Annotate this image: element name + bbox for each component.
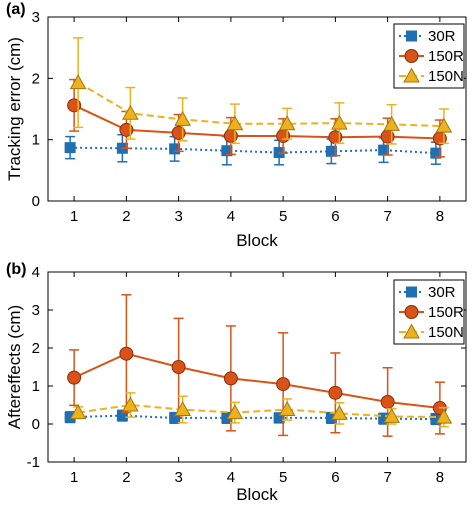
data-point — [226, 404, 244, 420]
legend: 30R 150R 150N — [393, 23, 465, 89]
legend-label: 150R — [428, 48, 464, 65]
y-tick-label: 2 — [32, 340, 40, 357]
series-line — [73, 352, 440, 410]
x-tick-label: 4 — [227, 469, 235, 486]
plot-frame — [47, 16, 467, 202]
data-point — [174, 401, 191, 417]
x-tick-label: 7 — [383, 469, 391, 486]
legend-marker — [403, 323, 420, 339]
y-axis-title: Tracking error (cm) — [5, 37, 24, 181]
data-point — [430, 147, 442, 159]
y-tick-label: 0 — [32, 416, 40, 433]
y-tick-label: 3 — [32, 9, 40, 26]
y-tick-label: 4 — [32, 264, 40, 281]
panel-label: (a) — [6, 1, 26, 18]
x-tick-label: 4 — [227, 208, 235, 225]
data-point — [383, 407, 400, 423]
legend-label: 150N — [428, 68, 464, 85]
data-point — [273, 412, 285, 424]
series-150N — [69, 392, 453, 428]
legend-label: 30R — [428, 284, 456, 301]
legend-marker — [403, 67, 420, 83]
y-tick-label: 2 — [32, 70, 40, 87]
x-tick-label: 8 — [436, 208, 444, 225]
x-axis-title: Block — [236, 231, 278, 250]
data-point — [119, 346, 134, 361]
series-line — [77, 81, 444, 128]
data-point — [64, 142, 76, 154]
y-tick-label: 1 — [32, 132, 40, 149]
x-tick-label: 3 — [174, 469, 182, 486]
y-tick-label: -1 — [27, 454, 40, 471]
data-point — [69, 74, 87, 90]
data-point — [122, 396, 139, 412]
x-tick-label: 6 — [331, 469, 339, 486]
legend-marker — [406, 30, 417, 42]
x-tick-label: 2 — [122, 469, 130, 486]
legend-marker — [406, 286, 417, 298]
data-point — [278, 401, 296, 417]
x-tick-label: 7 — [383, 208, 391, 225]
legend-label: 30R — [428, 28, 456, 45]
x-axis-title: Block — [236, 485, 278, 504]
x-tick-label: 8 — [436, 469, 444, 486]
data-point — [67, 370, 82, 385]
y-axis-title: Aftereffects (cm) — [5, 305, 24, 429]
series-line — [73, 104, 440, 140]
x-tick-label: 1 — [70, 469, 78, 486]
y-tick-label: 0 — [32, 193, 40, 210]
legend-marker — [404, 49, 419, 63]
data-point — [169, 412, 181, 424]
x-tick-label: 5 — [279, 208, 287, 225]
data-point — [174, 110, 191, 126]
legend: 30R 150R 150N — [393, 279, 465, 345]
y-tick-label: 1 — [32, 378, 40, 395]
data-point — [221, 145, 233, 157]
data-point — [171, 360, 186, 374]
plot-frame — [47, 271, 467, 463]
x-tick-label: 5 — [279, 469, 287, 486]
data-point — [435, 117, 453, 133]
legend-marker — [404, 305, 419, 319]
data-point — [435, 408, 453, 424]
data-point — [328, 385, 343, 400]
legend-label: 150R — [428, 304, 464, 321]
chart-panel-a: 0 1 2 3 1 2 3 4 5 6 7 8 Block Tracking error (cm) (a) 3… — [5, 1, 467, 250]
data-point — [122, 104, 139, 120]
data-point — [169, 143, 181, 155]
x-tick-label: 3 — [174, 208, 182, 225]
x-tick-label: 6 — [331, 208, 339, 225]
data-point — [276, 377, 291, 392]
y-tick-label: 3 — [32, 302, 40, 319]
series-line — [77, 403, 444, 419]
series-150N — [69, 37, 453, 145]
legend-label: 150N — [428, 324, 464, 341]
data-point — [116, 410, 128, 422]
x-tick-label: 1 — [70, 208, 78, 225]
data-point — [331, 404, 348, 420]
series-150R — [67, 294, 447, 437]
x-tick-label: 2 — [122, 208, 130, 225]
data-point — [226, 115, 244, 131]
data-point — [278, 115, 296, 131]
data-point — [223, 371, 238, 386]
data-point — [383, 115, 400, 131]
chart-panel-b: -1 0 1 2 3 4 1 2 3 4 5 6 7 8 Block Aftereffects (cm) (b)… — [5, 261, 467, 504]
data-point — [69, 404, 87, 420]
panel-label: (b) — [6, 261, 26, 278]
data-point — [380, 394, 395, 409]
data-point — [331, 114, 348, 130]
